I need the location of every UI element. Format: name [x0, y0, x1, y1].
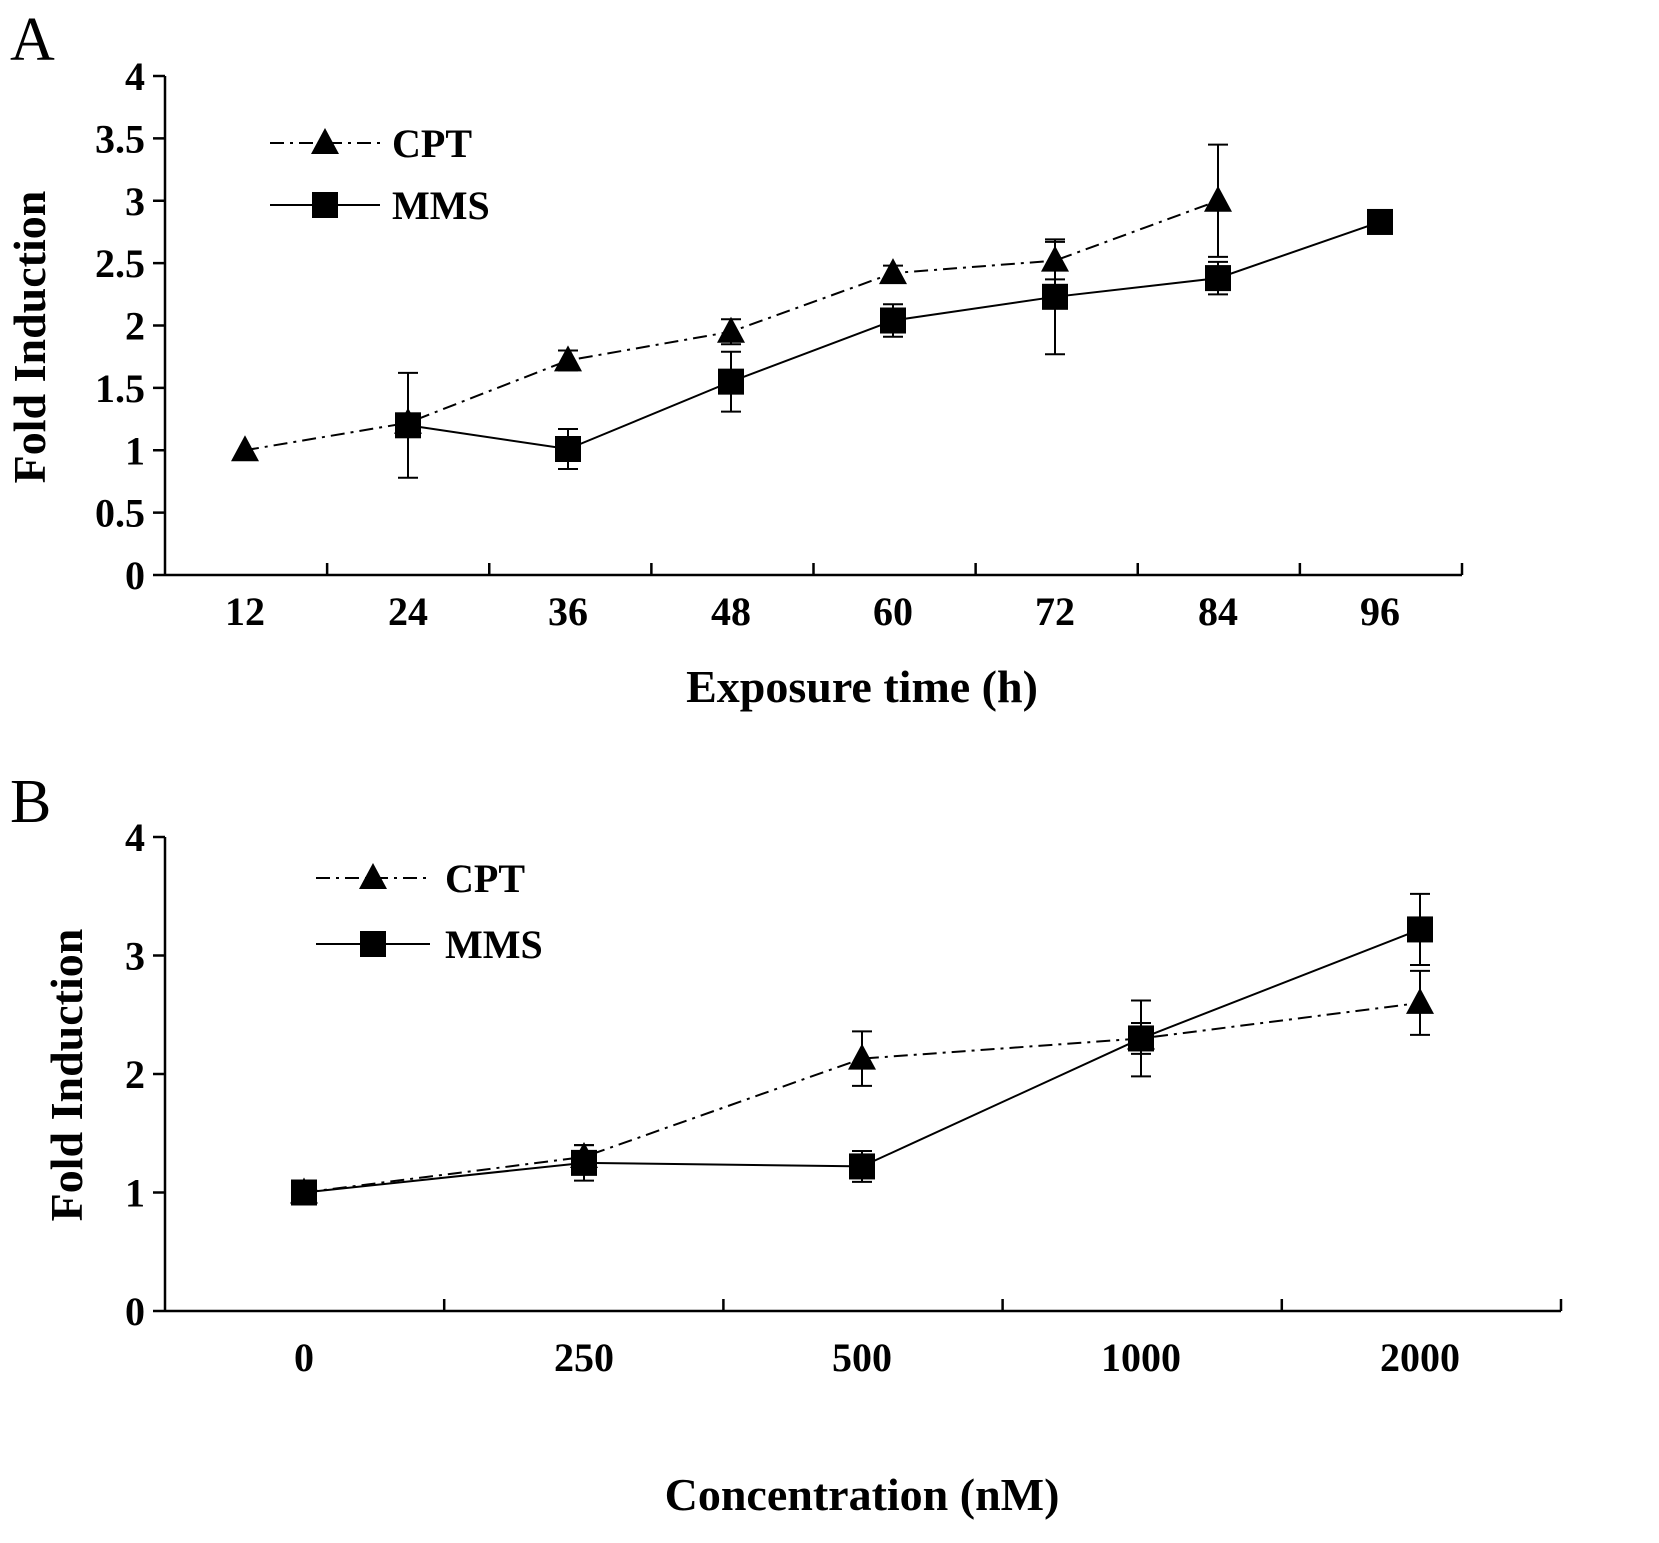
data-point-mms: [1367, 208, 1393, 235]
y-axis-title: Fold Induction: [4, 191, 55, 484]
legend-label-mms: MMS: [445, 922, 543, 967]
x-tick-label: 36: [548, 589, 588, 634]
data-point-cpt: [717, 316, 745, 343]
y-tick-label: 1.5: [95, 366, 145, 411]
legend: CPT MMS: [316, 856, 543, 967]
data-point-cpt: [231, 435, 259, 462]
panel-label: B: [10, 768, 51, 836]
y-tick-label: 3.5: [95, 116, 145, 161]
x-tick-label: 24: [388, 589, 428, 634]
legend-marker-cpt: [359, 863, 387, 889]
x-tick-label: 72: [1035, 589, 1075, 634]
x-tick-label: 60: [873, 589, 913, 634]
legend: CPT MMS: [270, 121, 490, 228]
x-tick-label: 2000: [1380, 1335, 1460, 1380]
y-tick-label: 2.5: [95, 241, 145, 286]
tick-labels: 0 1 2 3 4 0 250 500 1000 2000: [125, 815, 1460, 1380]
chart-panel-b: B 0 1 2 3 4 0 250 500 1000 2000 CPT MMS Concentrat…: [10, 768, 1563, 1520]
axes: [153, 835, 1563, 1313]
data-point-mms: [718, 368, 744, 395]
y-tick-label: 4: [125, 815, 145, 860]
y-tick-label: 4: [125, 54, 145, 99]
chart-panel-a: A 0 0.5 1 1.5 2 2.5 3 3.5 4 12 24 36 48 60 72 84 96 CPT M…: [4, 6, 1464, 712]
x-tick-label: 0: [294, 1335, 314, 1380]
legend-label-cpt: CPT: [445, 856, 525, 901]
legend-marker-mms: [312, 192, 338, 218]
x-tick-label: 250: [554, 1335, 614, 1380]
data-point-mms: [849, 1153, 875, 1180]
legend-marker-mms: [360, 931, 386, 957]
y-axis-title: Fold Induction: [41, 929, 92, 1222]
y-tick-label: 1: [125, 1171, 145, 1216]
x-tick-label: 84: [1198, 589, 1238, 634]
data-point-mms: [571, 1149, 597, 1176]
axes: [153, 74, 1464, 577]
data-point-mms: [395, 412, 421, 439]
y-tick-label: 0.5: [95, 491, 145, 536]
legend-marker-cpt: [311, 128, 339, 154]
panel-label: A: [10, 6, 55, 74]
tick-labels: 0 0.5 1 1.5 2 2.5 3 3.5 4 12 24 36 48 60 72 84 96: [95, 54, 1400, 634]
x-axis-title: Concentration (nM): [665, 1469, 1060, 1520]
data-point-cpt: [879, 258, 907, 285]
data-point-mms: [555, 436, 581, 463]
data-point-cpt: [1406, 987, 1434, 1014]
data-point-mms: [1205, 265, 1231, 292]
series-line-cpt: [303, 1001, 1421, 1194]
x-axis-title: Exposure time (h): [686, 661, 1038, 712]
x-tick-label: 500: [832, 1335, 892, 1380]
data-point-mms: [291, 1179, 317, 1206]
x-tick-label: 1000: [1101, 1335, 1181, 1380]
data-point-mms: [1407, 916, 1433, 943]
y-tick-label: 0: [125, 1289, 145, 1334]
y-tick-label: 1: [125, 428, 145, 473]
x-tick-label: 48: [711, 589, 751, 634]
series-layer: [231, 143, 1393, 479]
legend-label-cpt: CPT: [392, 121, 472, 166]
y-tick-label: 3: [125, 179, 145, 224]
y-tick-label: 2: [125, 1052, 145, 1097]
x-tick-label: 96: [1360, 589, 1400, 634]
data-point-mms: [1042, 283, 1068, 310]
y-tick-label: 3: [125, 934, 145, 979]
y-tick-label: 2: [125, 304, 145, 349]
data-point-mms: [1128, 1025, 1154, 1052]
x-tick-label: 12: [225, 589, 265, 634]
data-point-cpt: [554, 345, 582, 372]
data-point-cpt: [1204, 185, 1232, 212]
data-point-cpt: [848, 1043, 876, 1070]
legend-label-mms: MMS: [392, 183, 490, 228]
y-tick-label: 0: [125, 553, 145, 598]
series-layer: [290, 892, 1434, 1206]
data-point-mms: [880, 307, 906, 334]
